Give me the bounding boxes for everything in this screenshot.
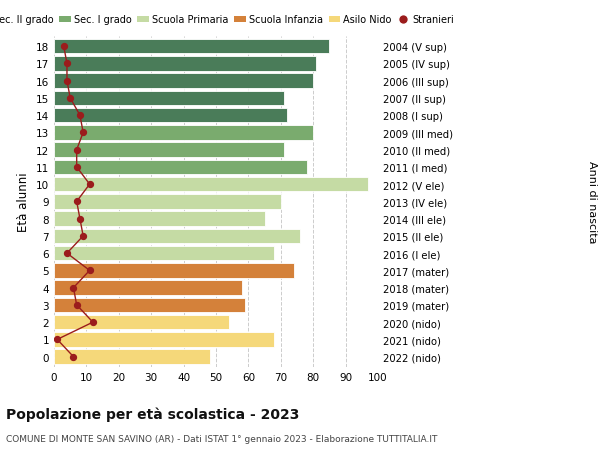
Bar bbox=[54, 281, 242, 295]
Text: Popolazione per età scolastica - 2023: Popolazione per età scolastica - 2023 bbox=[6, 406, 299, 421]
Point bbox=[68, 353, 78, 361]
Y-axis label: Età alunni: Età alunni bbox=[17, 172, 31, 232]
Text: Anni di nascita: Anni di nascita bbox=[587, 161, 597, 243]
Point bbox=[62, 61, 72, 68]
Bar bbox=[54, 160, 307, 175]
Text: COMUNE DI MONTE SAN SAVINO (AR) - Dati ISTAT 1° gennaio 2023 - Elaborazione TUTT: COMUNE DI MONTE SAN SAVINO (AR) - Dati I… bbox=[6, 434, 437, 443]
Point bbox=[62, 250, 72, 257]
Bar bbox=[54, 315, 229, 330]
Bar bbox=[54, 212, 265, 226]
Bar bbox=[54, 109, 287, 123]
Point bbox=[72, 198, 82, 206]
Bar bbox=[54, 332, 274, 347]
Point bbox=[79, 233, 88, 240]
Bar bbox=[54, 350, 209, 364]
Bar bbox=[54, 91, 284, 106]
Bar bbox=[54, 178, 368, 192]
Bar bbox=[54, 246, 274, 261]
Point bbox=[72, 164, 82, 171]
Point bbox=[72, 147, 82, 154]
Bar bbox=[54, 40, 329, 54]
Bar bbox=[54, 195, 281, 209]
Point bbox=[68, 284, 78, 292]
Point bbox=[75, 112, 85, 120]
Bar bbox=[54, 143, 284, 157]
Bar bbox=[54, 263, 294, 278]
Point bbox=[62, 78, 72, 85]
Point bbox=[79, 129, 88, 137]
Point bbox=[75, 215, 85, 223]
Bar bbox=[54, 229, 300, 244]
Bar bbox=[54, 298, 245, 313]
Legend: Sec. II grado, Sec. I grado, Scuola Primaria, Scuola Infanzia, Asilo Nido, Stran: Sec. II grado, Sec. I grado, Scuola Prim… bbox=[0, 15, 454, 25]
Point bbox=[85, 181, 94, 188]
Point bbox=[72, 302, 82, 309]
Point bbox=[88, 319, 98, 326]
Point bbox=[85, 267, 94, 274]
Point bbox=[65, 95, 75, 102]
Bar bbox=[54, 74, 313, 89]
Bar bbox=[54, 126, 313, 140]
Point bbox=[59, 44, 68, 51]
Bar bbox=[54, 57, 316, 72]
Point bbox=[52, 336, 62, 343]
